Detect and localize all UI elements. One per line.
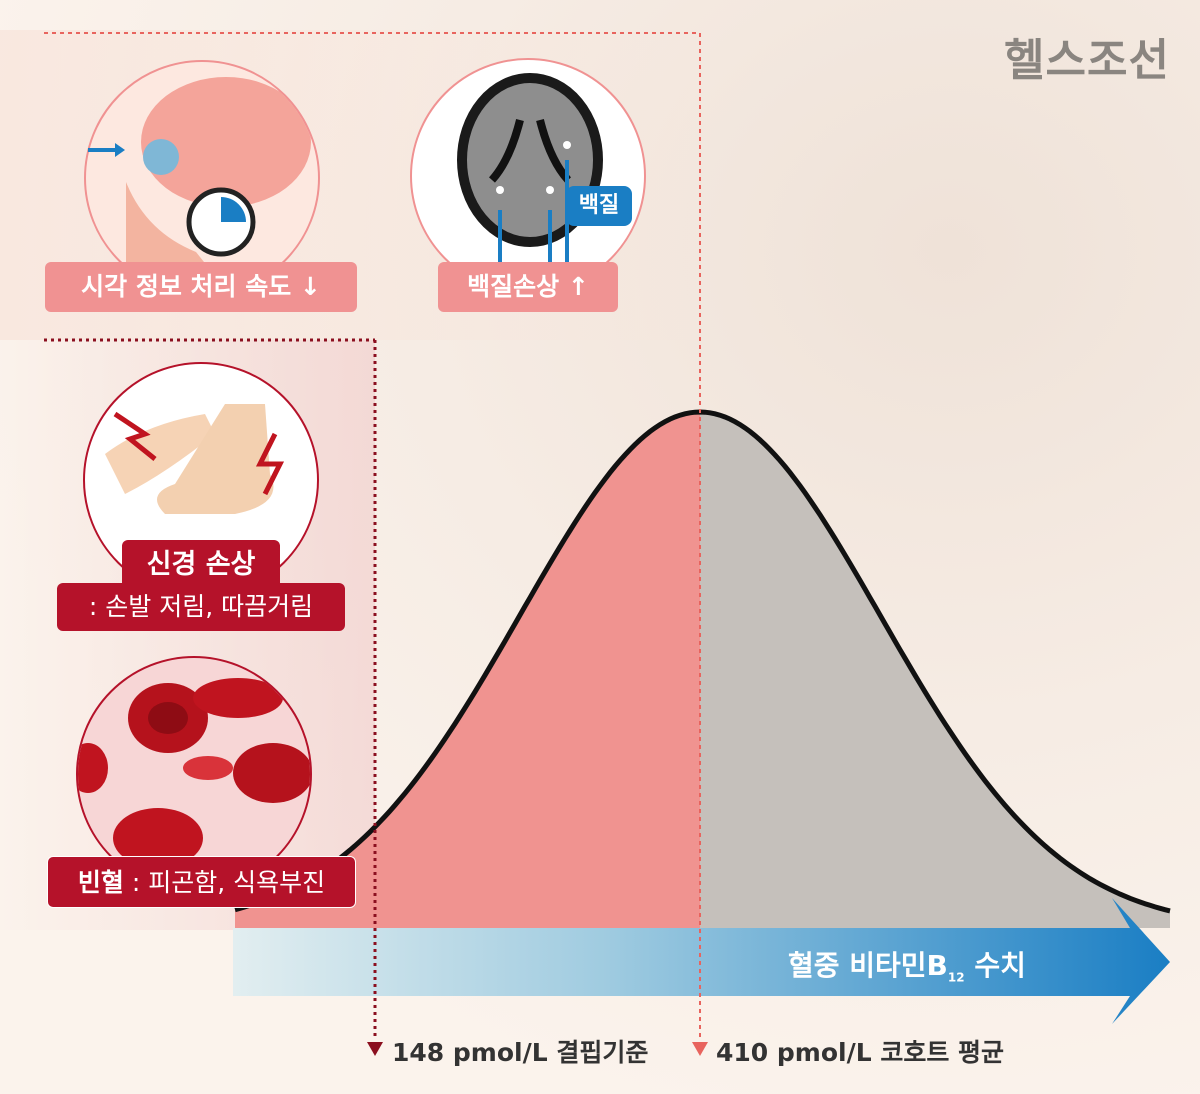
logo: 헬스조선 <box>1004 35 1170 86</box>
anemia-label: 빈혈 : 피곤함, 식욕부진 <box>47 856 356 908</box>
white-matter-label: 백질손상 ↑ <box>438 262 618 312</box>
mean-arrow-icon <box>692 1042 708 1056</box>
deficiency-marker-label: 148 pmol/L 결핍기준 <box>392 1038 649 1067</box>
mean-marker-label: 410 pmol/L 코호트 평균 <box>716 1038 1005 1067</box>
anemia-title: 빈혈 <box>77 868 124 897</box>
axis-arrow <box>233 898 1170 1024</box>
nerve-damage-desc: : 손발 저림, 따끔거림 <box>57 583 345 631</box>
brain-scan-icon <box>457 73 603 292</box>
red-blood-cell-icon <box>78 678 310 868</box>
axis-label: 혈중 비타민B12 수치 <box>788 944 1026 985</box>
axis-label-sub: 12 <box>947 970 965 985</box>
brain-eye-illustration <box>84 60 320 296</box>
visual-processing-label: 시각 정보 처리 속도 ↓ <box>45 262 357 312</box>
blood-cells-illustration <box>76 656 312 892</box>
numbness-icon <box>105 404 285 514</box>
deficiency-arrow-icon <box>367 1042 383 1056</box>
axis-label-main: 혈중 비타민B <box>788 949 948 982</box>
axis-label-end: 수치 <box>964 949 1026 982</box>
anemia-desc: : 피곤함, 식욕부진 <box>123 868 326 897</box>
white-matter-tag: 백질 <box>566 186 632 226</box>
head-icon <box>126 77 311 294</box>
above-mean-area <box>700 412 1170 928</box>
below-mean-area <box>235 412 700 928</box>
brain-mri-illustration <box>410 58 646 294</box>
bell-curve <box>234 409 1171 914</box>
nerve-damage-title: 신경 손상 <box>122 540 280 590</box>
